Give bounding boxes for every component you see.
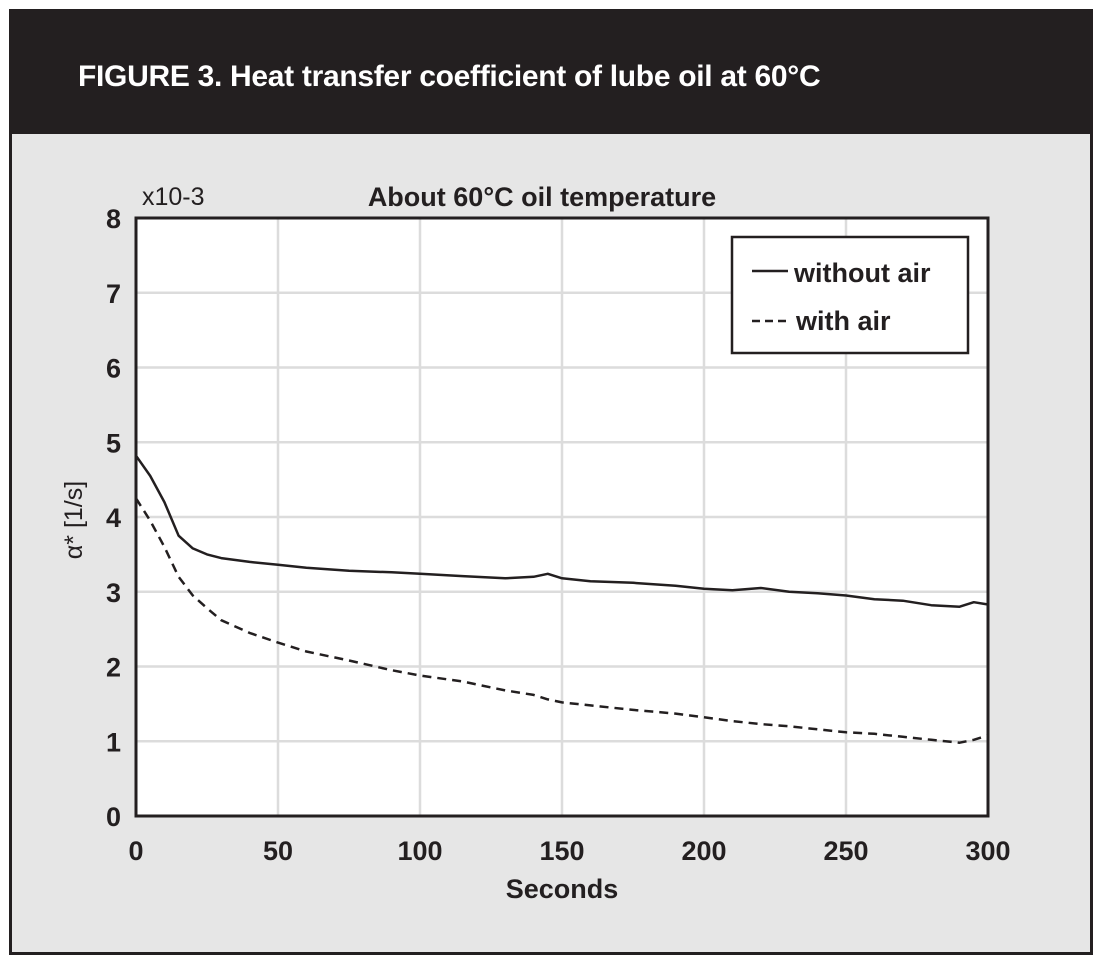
y-tick-label: 2 [106,653,121,683]
y-tick-label: 3 [106,578,121,608]
x-axis-label: Seconds [506,874,619,904]
x-tick-label: 300 [965,836,1010,866]
y-tick-label: 6 [106,354,121,384]
legend: without air with air [730,235,970,355]
y-tick-label: 7 [106,279,121,309]
y-multiplier-label: x10-3 [142,183,205,211]
chart-title: About 60°C oil temperature [368,182,716,212]
y-tick-label: 0 [106,802,121,832]
x-tick-label: 200 [681,836,726,866]
y-tick-label: 8 [106,204,121,234]
y-tick-label: 4 [106,503,121,533]
y-tick-label: 1 [106,727,121,757]
y-tick-label: 5 [106,428,121,458]
legend-box [730,235,970,355]
x-tick-label: 150 [539,836,584,866]
plot-border [134,216,990,818]
legend-label-without-air: without air [793,258,931,288]
figure-header: FIGURE 3. Heat transfer coefficient of l… [12,12,1090,134]
x-tick-label: 50 [263,836,293,866]
series-line-without-air [134,454,989,608]
x-tick-label: 0 [128,836,143,866]
legend-label-with-air: with air [795,306,891,336]
x-tick-label: 100 [397,836,442,866]
series-line-with-air [134,497,989,744]
figure-title: FIGURE 3. Heat transfer coefficient of l… [78,60,821,93]
x-tick-label: 250 [823,836,868,866]
y-axis-label: α* [1/s] [60,481,88,559]
